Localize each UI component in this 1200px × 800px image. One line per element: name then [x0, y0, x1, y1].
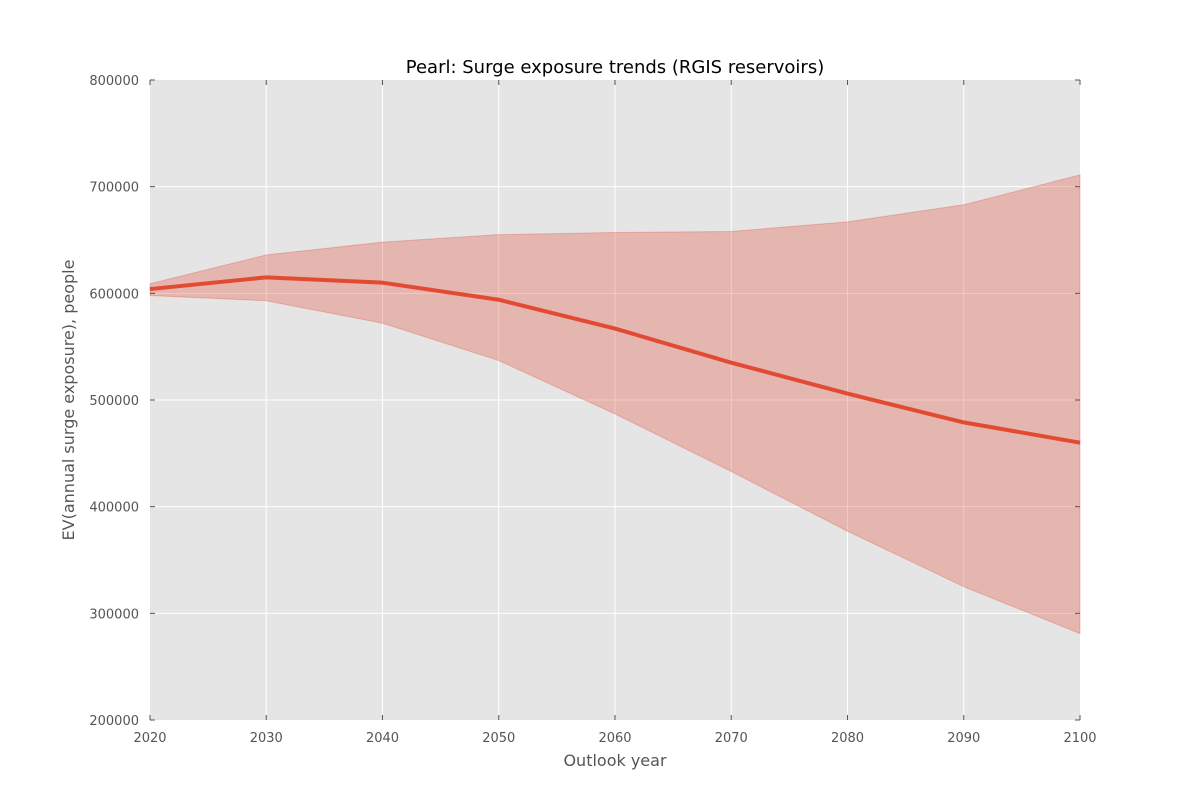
x-axis-label: Outlook year	[563, 751, 667, 770]
x-tick-label: 2050	[482, 731, 515, 746]
y-tick-label: 600000	[89, 287, 139, 302]
x-tick-label: 2070	[715, 731, 748, 746]
x-tick-label: 2080	[831, 731, 864, 746]
x-tick-label: 2030	[250, 731, 283, 746]
x-tick-label: 2060	[598, 731, 631, 746]
y-tick-label: 400000	[89, 501, 139, 516]
x-tick-label: 2020	[133, 731, 166, 746]
y-tick-label: 700000	[89, 181, 139, 196]
x-tick-labels: 2020 2030 2040 2050 2060 2070 2080 2090 2100	[133, 731, 1096, 746]
chart-title: Pearl: Surge exposure trends (RGIS reser…	[406, 57, 824, 78]
y-tick-label: 200000	[89, 714, 139, 729]
y-tick-labels: 200000 300000 400000 500000 600000 700000 8000…	[89, 74, 139, 729]
y-tick-label: 500000	[89, 394, 139, 409]
ticks	[149, 79, 1081, 721]
y-axis-label: EV(annual surge exposure), people	[59, 260, 78, 541]
x-tick-label: 2100	[1063, 731, 1096, 746]
y-tick-label: 300000	[89, 607, 139, 622]
x-tick-label: 2040	[366, 731, 399, 746]
series-line	[149, 275, 1081, 445]
series-line-layer	[149, 275, 1081, 445]
y-tick-label: 800000	[89, 74, 139, 89]
uncertainty-band-layer	[149, 174, 1081, 635]
grid-lines	[150, 80, 1080, 720]
x-tick-label: 2090	[947, 731, 980, 746]
uncertainty-band	[149, 174, 1081, 635]
